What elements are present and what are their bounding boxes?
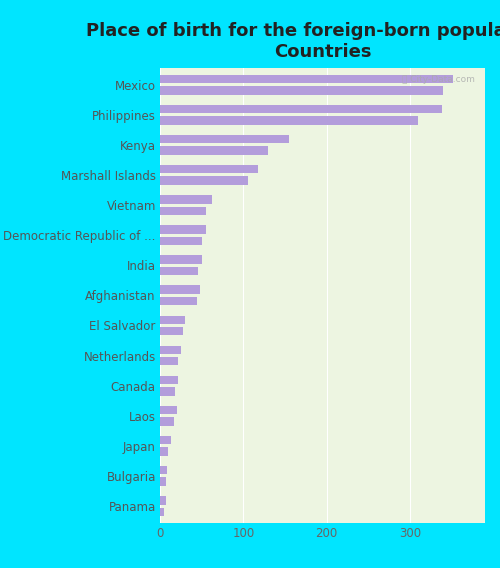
- Text: ⓘ City-Data.com: ⓘ City-Data.com: [402, 75, 475, 84]
- Bar: [160, 75, 454, 83]
- Bar: [160, 177, 248, 185]
- Bar: [160, 207, 206, 215]
- Bar: [160, 496, 166, 504]
- Bar: [160, 387, 175, 395]
- Bar: [160, 286, 200, 294]
- Bar: [160, 135, 289, 143]
- Bar: [160, 267, 198, 275]
- Bar: [160, 406, 176, 414]
- Bar: [160, 195, 212, 203]
- Bar: [160, 225, 206, 233]
- Bar: [160, 165, 258, 173]
- Bar: [160, 105, 442, 113]
- Bar: [160, 86, 444, 95]
- Bar: [160, 315, 185, 324]
- Bar: [160, 448, 168, 456]
- Bar: [160, 345, 181, 354]
- Bar: [160, 327, 182, 335]
- Bar: [160, 256, 202, 264]
- Bar: [160, 436, 171, 444]
- Bar: [160, 116, 418, 125]
- Bar: [160, 478, 166, 486]
- Bar: [160, 357, 178, 365]
- Bar: [160, 375, 178, 384]
- Bar: [160, 417, 174, 425]
- Bar: [160, 508, 164, 516]
- Title: Place of birth for the foreign-born population -
Countries: Place of birth for the foreign-born popu…: [86, 22, 500, 61]
- Bar: [160, 237, 202, 245]
- Bar: [160, 466, 166, 474]
- Bar: [160, 297, 196, 305]
- Bar: [160, 147, 268, 155]
